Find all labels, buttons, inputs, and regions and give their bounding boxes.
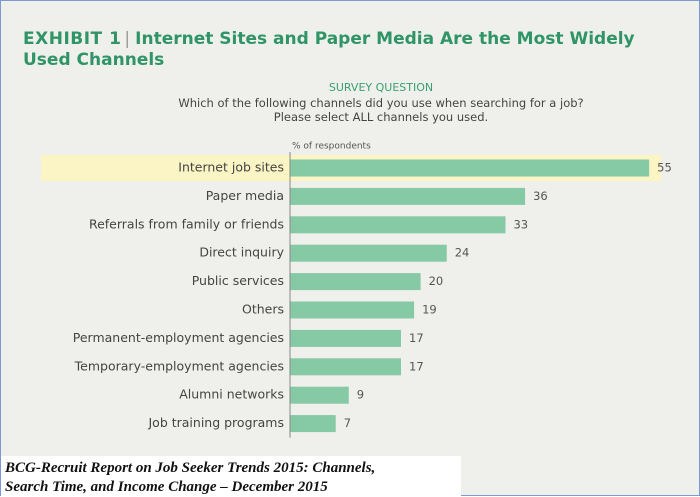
category-label: Permanent-employment agencies xyxy=(73,330,284,345)
category-label: Paper media xyxy=(206,188,284,203)
caption-line: Search Time, and Income Change – Decembe… xyxy=(5,479,328,495)
caption: BCG-Recruit Report on Job Seeker Trends … xyxy=(1,456,461,497)
bar xyxy=(290,244,447,262)
category-label: Direct inquiry xyxy=(199,245,284,260)
header: EXHIBIT 1 | Internet Sites and Paper Media… xyxy=(23,29,683,71)
value-label: 19 xyxy=(422,303,437,317)
value-label: 55 xyxy=(657,161,672,175)
bar xyxy=(290,273,421,291)
bar xyxy=(290,415,336,433)
caption-line: BCG-Recruit Report on Job Seeker Trends … xyxy=(5,460,376,476)
subtitle: SURVEY QUESTION xyxy=(328,81,434,94)
value-label: 17 xyxy=(409,359,424,373)
bar xyxy=(290,187,526,205)
question: Please select ALL channels you used. xyxy=(273,110,489,124)
chart-title: Internet Sites and Paper Media Are the M… xyxy=(23,29,635,70)
question: Which of the following channels did you … xyxy=(178,96,584,110)
bar xyxy=(290,301,415,319)
value-label: 17 xyxy=(409,331,424,345)
value-label: 24 xyxy=(455,246,470,260)
category-label: Public services xyxy=(192,273,284,288)
bar xyxy=(290,386,349,404)
separator: | xyxy=(124,29,131,49)
axis-label: % of respondents xyxy=(292,142,371,152)
value-label: 33 xyxy=(513,217,528,231)
category-label: Others xyxy=(242,302,284,317)
category-label: Job training programs xyxy=(147,415,284,430)
category-label: Temporary-employment agencies xyxy=(74,358,284,373)
category-label: Alumni networks xyxy=(179,387,284,402)
value-label: 36 xyxy=(533,189,548,203)
bar xyxy=(290,216,506,234)
value-label: 7 xyxy=(344,416,351,430)
bar xyxy=(290,159,650,177)
category-label: Referrals from family or friends xyxy=(89,216,284,231)
bar xyxy=(290,358,402,376)
exhibit-label: EXHIBIT 1 xyxy=(23,29,122,49)
value-label: 9 xyxy=(357,388,364,402)
value-label: 20 xyxy=(429,274,444,288)
bar xyxy=(290,329,402,347)
category-label: Internet job sites xyxy=(178,160,284,175)
